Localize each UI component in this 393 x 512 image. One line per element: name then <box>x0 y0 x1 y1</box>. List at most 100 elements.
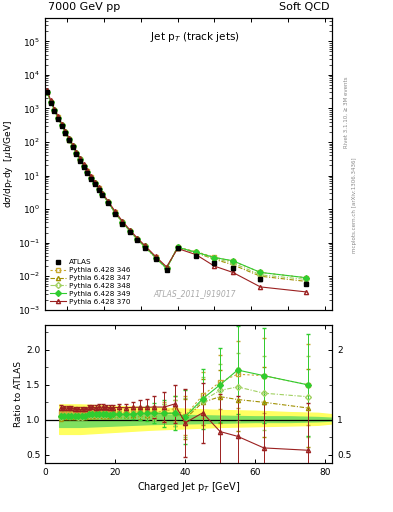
Pythia 6.428 347 <box>164 265 169 271</box>
Pythia 6.428 348 <box>67 137 72 143</box>
Pythia 6.428 349 <box>164 265 169 271</box>
Pythia 6.428 347 <box>127 228 132 234</box>
Pythia 6.428 346 <box>120 219 125 225</box>
Pythia 6.428 346 <box>212 254 217 260</box>
Pythia 6.428 347 <box>56 115 61 121</box>
Pythia 6.428 348 <box>89 175 94 181</box>
Pythia 6.428 346 <box>304 274 309 281</box>
Pythia 6.428 349 <box>258 269 263 275</box>
Line: Pythia 6.428 348: Pythia 6.428 348 <box>45 90 309 282</box>
Pythia 6.428 349 <box>63 130 68 136</box>
Pythia 6.428 349 <box>78 156 83 162</box>
Legend: ATLAS, Pythia 6.428 346, Pythia 6.428 347, Pythia 6.428 348, Pythia 6.428 349, P: ATLAS, Pythia 6.428 346, Pythia 6.428 34… <box>49 258 132 306</box>
Pythia 6.428 346 <box>96 185 101 191</box>
Pythia 6.428 370 <box>230 269 235 275</box>
Pythia 6.428 347 <box>212 256 217 262</box>
Pythia 6.428 370 <box>105 198 110 204</box>
Pythia 6.428 349 <box>89 175 94 181</box>
Pythia 6.428 349 <box>175 244 180 250</box>
Pythia 6.428 348 <box>81 163 86 169</box>
Pythia 6.428 370 <box>78 155 83 161</box>
Pythia 6.428 346 <box>67 136 72 142</box>
Pythia 6.428 348 <box>78 157 83 163</box>
Pythia 6.428 346 <box>78 156 83 162</box>
Pythia 6.428 349 <box>70 143 75 150</box>
Pythia 6.428 370 <box>164 264 169 270</box>
Pythia 6.428 370 <box>70 142 75 148</box>
Pythia 6.428 347 <box>100 191 105 197</box>
Pythia 6.428 347 <box>89 175 94 181</box>
Pythia 6.428 347 <box>92 180 97 186</box>
Pythia 6.428 346 <box>142 243 147 249</box>
Pythia 6.428 346 <box>230 258 235 264</box>
Pythia 6.428 348 <box>96 186 101 192</box>
Pythia 6.428 347 <box>74 150 79 156</box>
Pythia 6.428 346 <box>194 248 198 254</box>
Pythia 6.428 370 <box>63 128 68 134</box>
Pythia 6.428 349 <box>135 236 140 242</box>
Pythia 6.428 347 <box>81 163 86 169</box>
Pythia 6.428 346 <box>81 162 86 168</box>
Pythia 6.428 370 <box>52 105 57 112</box>
Pythia 6.428 370 <box>56 113 61 119</box>
Pythia 6.428 349 <box>100 191 105 197</box>
Pythia 6.428 349 <box>113 209 118 216</box>
Pythia 6.428 346 <box>70 143 75 149</box>
Pythia 6.428 346 <box>45 89 50 95</box>
Pythia 6.428 346 <box>258 269 263 275</box>
Pythia 6.428 347 <box>78 157 83 163</box>
Pythia 6.428 346 <box>89 174 94 180</box>
Pythia 6.428 347 <box>70 143 75 150</box>
Y-axis label: Ratio to ATLAS: Ratio to ATLAS <box>14 361 23 427</box>
Pythia 6.428 348 <box>142 243 147 249</box>
Pythia 6.428 346 <box>59 122 64 128</box>
Pythia 6.428 349 <box>81 163 86 169</box>
Pythia 6.428 346 <box>48 98 53 104</box>
Pythia 6.428 349 <box>48 99 53 105</box>
Pythia 6.428 349 <box>67 136 72 142</box>
Pythia 6.428 346 <box>113 209 118 216</box>
Pythia 6.428 347 <box>175 245 180 251</box>
Pythia 6.428 347 <box>120 220 125 226</box>
Pythia 6.428 347 <box>135 236 140 242</box>
Pythia 6.428 347 <box>63 130 68 136</box>
Pythia 6.428 348 <box>212 255 217 262</box>
Pythia 6.428 348 <box>153 254 158 261</box>
Pythia 6.428 346 <box>127 227 132 233</box>
Text: Soft QCD: Soft QCD <box>279 2 329 12</box>
Pythia 6.428 370 <box>127 227 132 233</box>
Pythia 6.428 349 <box>230 258 235 264</box>
Pythia 6.428 346 <box>85 168 90 175</box>
Pythia 6.428 348 <box>175 244 180 250</box>
Pythia 6.428 348 <box>85 169 90 175</box>
X-axis label: Charged Jet p$_T$ [GeV]: Charged Jet p$_T$ [GeV] <box>137 480 240 494</box>
Pythia 6.428 347 <box>142 243 147 249</box>
Pythia 6.428 370 <box>120 218 125 224</box>
Pythia 6.428 347 <box>45 89 50 95</box>
Pythia 6.428 370 <box>59 121 64 127</box>
Pythia 6.428 346 <box>164 265 169 271</box>
Pythia 6.428 346 <box>56 114 61 120</box>
Pythia 6.428 370 <box>194 251 198 258</box>
Pythia 6.428 370 <box>89 173 94 179</box>
Pythia 6.428 346 <box>92 180 97 186</box>
Pythia 6.428 349 <box>194 249 198 255</box>
Pythia 6.428 349 <box>92 180 97 186</box>
Pythia 6.428 348 <box>100 191 105 197</box>
Pythia 6.428 349 <box>153 254 158 261</box>
Line: Pythia 6.428 370: Pythia 6.428 370 <box>45 88 309 294</box>
Pythia 6.428 346 <box>74 150 79 156</box>
Pythia 6.428 348 <box>56 115 61 121</box>
Pythia 6.428 349 <box>59 122 64 129</box>
Pythia 6.428 370 <box>304 289 309 295</box>
Pythia 6.428 346 <box>52 107 57 113</box>
Pythia 6.428 347 <box>48 99 53 105</box>
Line: Pythia 6.428 349: Pythia 6.428 349 <box>45 90 309 280</box>
Pythia 6.428 370 <box>113 208 118 215</box>
Line: Pythia 6.428 346: Pythia 6.428 346 <box>45 90 309 280</box>
Pythia 6.428 347 <box>153 254 158 261</box>
Pythia 6.428 347 <box>96 186 101 192</box>
Pythia 6.428 370 <box>175 245 180 251</box>
Pythia 6.428 347 <box>52 107 57 113</box>
Pythia 6.428 349 <box>127 228 132 234</box>
